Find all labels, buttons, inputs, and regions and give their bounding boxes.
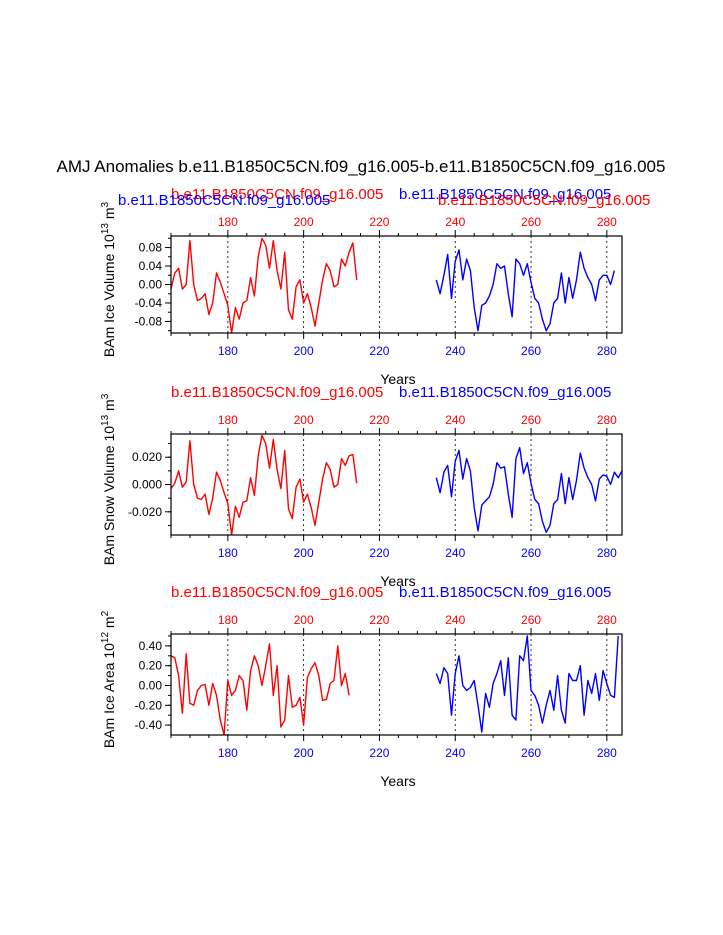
top-x-tick-label: 220 <box>369 215 389 229</box>
top-x-tick-label: 260 <box>521 215 541 229</box>
y-axis-label: BAm Ice Area 1012 m2 <box>100 610 117 748</box>
y-axis-label: BAm Ice Volume 1013 m3 <box>100 201 117 357</box>
bottom-x-tick-label: 260 <box>521 546 541 560</box>
series-line-blue <box>435 446 622 533</box>
top-x-tick-label: 240 <box>445 215 465 229</box>
y-tick-label: 0.00 <box>139 678 163 692</box>
plot-frame <box>170 433 623 536</box>
bottom-x-tick-label: 220 <box>369 546 389 560</box>
bottom-x-tick-label: 240 <box>445 746 465 760</box>
top-x-tick-label: 260 <box>521 413 541 427</box>
y-tick-label: 0.020 <box>132 450 162 464</box>
bottom-x-tick-label: 180 <box>218 344 238 358</box>
y-axis-label-part-1: BAm Ice Volume 10 <box>101 234 117 357</box>
top-x-tick-label: 280 <box>597 215 617 229</box>
case-label-blue: b.e11.B1850C5CN.f09_g16.005 <box>399 584 611 601</box>
bottom-x-tick-label: 200 <box>294 344 314 358</box>
y-tick-label: 0.08 <box>139 241 163 255</box>
chart-panel-1: 0.08 0.04 0.00 -0.04 -0.08 180 200 220 240 260 280… <box>100 186 650 387</box>
bottom-x-tick-label: 280 <box>597 546 617 560</box>
y-axis-label-part-3: m <box>101 399 117 415</box>
case-label-blue: b.e11.B1850C5CN.f09_g16.005 <box>399 186 611 203</box>
bottom-x-tick-label: 280 <box>597 746 617 760</box>
bottom-x-tick-label: 180 <box>218 746 238 760</box>
bottom-x-tick-label: 200 <box>294 746 314 760</box>
y-tick-label: -0.020 <box>128 505 162 519</box>
y-tick-label: -0.20 <box>135 698 163 712</box>
y-axis-label-part-2: 12 <box>100 632 111 644</box>
y-tick-label: 0.40 <box>139 639 163 653</box>
y-tick-label: -0.40 <box>135 718 163 732</box>
top-x-tick-label: 200 <box>294 215 314 229</box>
top-x-tick-label: 260 <box>521 613 541 627</box>
bottom-x-tick-label: 220 <box>369 746 389 760</box>
x-axis-label: Years <box>380 573 415 589</box>
y-tick-label: 0.04 <box>139 259 163 273</box>
case-label-blue-overlap: b.e11.B1850C5CN.f09_g16.005 <box>118 192 330 209</box>
top-x-tick-label: 220 <box>369 413 389 427</box>
series-line-blue <box>435 635 619 733</box>
bottom-x-tick-label: 260 <box>521 344 541 358</box>
top-x-tick-label: 200 <box>294 413 314 427</box>
bottom-x-tick-label: 240 <box>445 546 465 560</box>
y-axis-label-part-4: 2 <box>100 610 111 616</box>
y-axis-label: BAm Snow Volume 1013 m3 <box>100 393 117 565</box>
y-tick-label: -0.04 <box>135 296 163 310</box>
plot-frame <box>170 633 623 736</box>
top-x-tick-label: 180 <box>218 613 238 627</box>
case-label-red: b.e11.B1850C5CN.f09_g16.005 <box>171 186 383 203</box>
chart-panel-2: 0.020 0.000 -0.020 180 200 220 240 260 280 180 200… <box>100 384 623 589</box>
series-line-red <box>171 237 358 333</box>
top-x-tick-label: 280 <box>597 613 617 627</box>
case-label-red: b.e11.B1850C5CN.f09_g16.005 <box>171 584 383 601</box>
y-axis-label-part-3: m <box>101 616 117 632</box>
bottom-x-tick-label: 260 <box>521 746 541 760</box>
bottom-x-tick-label: 280 <box>597 344 617 358</box>
figure-title: AMJ Anomalies b.e11.B1850C5CN.f09_g16.00… <box>57 157 666 176</box>
top-x-tick-label: 180 <box>218 413 238 427</box>
y-tick-label: 0.000 <box>132 478 162 492</box>
y-axis-label-part-4: 3 <box>100 393 111 399</box>
y-axis-label-part-2: 13 <box>100 414 111 426</box>
y-axis-label-part-1: BAm Ice Area 10 <box>101 643 117 748</box>
panels-group: 0.08 0.04 0.00 -0.04 -0.08 180 200 220 240 260 280… <box>100 186 650 789</box>
chart-panel-3: 0.40 0.20 0.00 -0.20 -0.40 180 200 220 240 260 280… <box>100 584 623 789</box>
case-label-red: b.e11.B1850C5CN.f09_g16.005 <box>171 384 383 401</box>
bottom-x-tick-label: 200 <box>294 546 314 560</box>
top-x-tick-label: 200 <box>294 613 314 627</box>
series-line-red <box>171 643 350 735</box>
y-tick-label: 0.20 <box>139 659 163 673</box>
bottom-x-tick-label: 240 <box>445 344 465 358</box>
bottom-x-tick-label: 180 <box>218 546 238 560</box>
series-line-red <box>171 434 358 535</box>
x-axis-label: Years <box>380 371 415 387</box>
y-axis-label-part-2: 13 <box>100 223 111 235</box>
y-axis-label-part-3: m <box>101 207 117 223</box>
case-label-blue: b.e11.B1850C5CN.f09_g16.005 <box>399 384 611 401</box>
bottom-x-tick-label: 220 <box>369 344 389 358</box>
case-label-red-overlap: b.e11.B1850C5CN.f09_g16.005 <box>438 192 650 209</box>
top-x-tick-label: 240 <box>445 613 465 627</box>
top-x-tick-label: 240 <box>445 413 465 427</box>
top-x-tick-label: 280 <box>597 413 617 427</box>
y-axis-label-part-1: BAm Snow Volume 10 <box>101 426 117 566</box>
top-x-tick-label: 220 <box>369 613 389 627</box>
y-tick-label: 0.00 <box>139 278 163 292</box>
series-line-blue <box>435 249 616 332</box>
top-x-tick-label: 180 <box>218 215 238 229</box>
y-axis-label-part-4: 3 <box>100 201 111 207</box>
x-axis-label: Years <box>380 773 415 789</box>
y-tick-label: -0.08 <box>135 314 163 328</box>
